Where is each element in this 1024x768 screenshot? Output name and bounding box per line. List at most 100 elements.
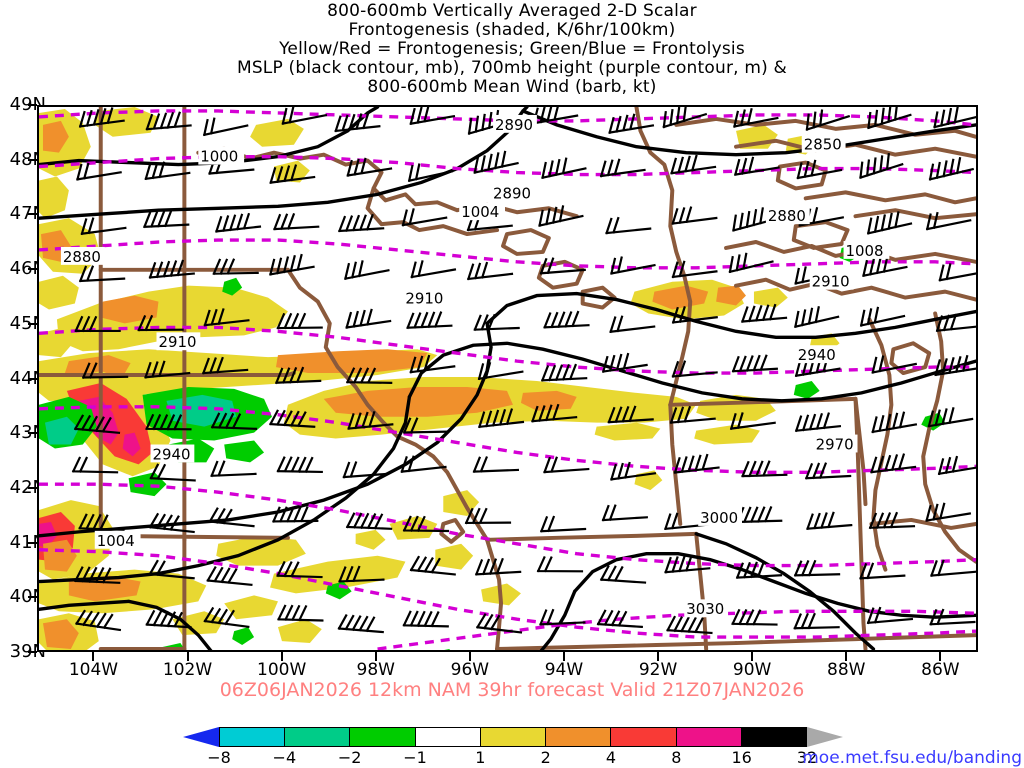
x-tick-mark-100W [280,652,283,661]
map-plot-area[interactable]: 1000 1004 1004 1008 2850 2880 2880 2890 … [37,105,978,652]
colorbar-tick-16: 16 [731,748,752,767]
x-tick-mark-86W [939,652,942,661]
wind-barb [410,260,457,279]
colorbar[interactable] [183,727,843,747]
wind-barb [472,456,519,474]
wind-barb [735,506,783,524]
wind-barb [272,506,319,523]
wind-barb [145,609,192,629]
wind-barb [599,564,647,584]
wind-barb [862,255,908,277]
wind-barb [201,356,249,375]
wind-barb [401,208,448,227]
title-line-2: Frontogenesis (shaded, K/6hr/100km) [348,20,676,40]
wind-barb [149,463,196,482]
colorbar-tick-4: 4 [605,748,617,767]
colorbar-cell-2 [349,727,415,747]
wind-barb [345,512,393,530]
title-line-5: 800-600mb Mean Wind (barb, kt) [367,77,657,97]
wind-barb [203,308,250,327]
wind-barb [269,409,316,428]
wind-barb [74,315,121,333]
wind-barb [609,315,656,334]
wind-barb [345,308,392,329]
wind-barb [733,107,779,128]
y-tick-label-45N: 45N [9,312,46,334]
wind-barb [73,414,121,434]
wind-barb [212,258,259,276]
colorbar-cells [219,727,807,747]
wind-barb [605,216,652,235]
wind-barb [866,211,913,235]
y-tick-mark-49N [28,104,37,106]
wind-barb [475,613,523,634]
wind-barb [75,609,122,632]
wind-barb [599,158,646,178]
x-tick-mark-104W [92,652,95,661]
wind-barb [859,562,906,580]
wind-barb [144,360,191,379]
colorbar-tick-1: 1 [475,748,486,767]
x-tick-label-90W: 90W [732,660,772,680]
y-tick-mark-43N [28,432,37,435]
wind-barb [541,157,587,179]
y-tick-label-40N: 40N [9,586,46,608]
wind-barb [664,554,711,574]
wind-barb [406,311,453,330]
height-label-2890-n: 2890 [495,116,533,134]
wind-barb [793,559,841,577]
wind-barb [402,515,450,533]
wind-barb [478,408,525,429]
wind-barb [806,511,853,531]
height-label-2910-e: 2910 [812,273,850,291]
wind-barb [607,405,654,424]
wind-barb [473,313,520,332]
wind-barb [71,456,119,474]
colorbar-cell-6 [610,727,676,747]
wind-barb [928,156,975,181]
wind-barb [927,407,974,428]
wind-barbs [71,107,976,635]
wind-barb [934,354,976,377]
wind-barb [859,306,906,327]
y-tick-mark-46N [28,268,37,271]
wind-barb [81,362,129,379]
wind-barb [729,412,776,430]
x-tick-mark-88W [845,652,848,661]
wind-barb [867,107,912,130]
wind-barb [276,312,323,330]
wind-barb [473,150,519,174]
x-tick-mark-92W [657,652,660,661]
wind-barb [538,205,584,227]
wind-barb [935,313,976,333]
mslp-label-1000: 1000 [200,148,238,166]
y-tick-mark-47N [28,213,37,216]
wind-barb [731,354,779,373]
wind-barb [203,606,250,628]
y-tick-mark-44N [28,377,37,380]
height-label-2970: 2970 [816,435,854,453]
wind-barb [741,460,788,478]
wind-barb [671,360,718,378]
wind-barb [543,456,590,474]
wind-barb [76,162,122,181]
weather-map-canvas: 1000 1004 1004 1008 2850 2880 2880 2890 … [39,107,976,650]
colorbar-cell-8 [740,727,807,747]
x-tick-mark-96W [468,652,471,661]
wind-barb [409,107,456,126]
wind-barb [73,566,121,584]
y-tick-mark-42N [28,486,37,489]
y-tick-mark-41N [28,541,37,544]
wind-barb [543,310,590,329]
x-tick-label-104W: 104W [68,660,119,680]
wind-barb [540,363,588,382]
wind-barb [794,355,841,378]
wind-barb [937,455,976,476]
wind-barb [804,462,852,480]
wind-barb [536,556,584,573]
wind-barb [210,460,257,478]
wind-barb [148,559,195,580]
wind-barb [206,566,253,586]
wind-barb [794,306,840,328]
wind-barb [202,117,249,137]
